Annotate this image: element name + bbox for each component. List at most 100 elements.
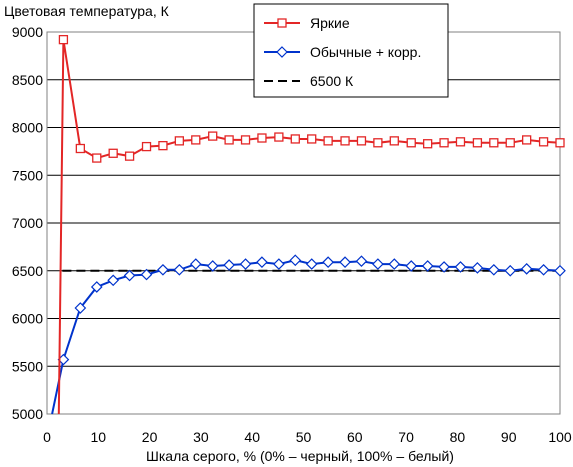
data-point-square bbox=[356, 136, 367, 146]
data-point-square bbox=[191, 135, 201, 145]
data-point-square bbox=[208, 131, 218, 141]
legend-item: 6500 К bbox=[264, 73, 354, 89]
data-point-diamond bbox=[554, 264, 566, 277]
data-point-diamond bbox=[90, 281, 103, 293]
x-tick-label: 40 bbox=[244, 429, 260, 445]
data-point-square bbox=[406, 138, 416, 148]
data-point-square bbox=[455, 137, 466, 147]
data-point-square bbox=[422, 139, 433, 149]
x-tick-label: 70 bbox=[398, 429, 414, 445]
x-tick-label: 80 bbox=[450, 429, 466, 445]
data-point-square bbox=[257, 133, 267, 143]
x-axis-label: Шкала серого, % (0% – черный, 100% – бел… bbox=[146, 448, 454, 464]
x-tick-label: 30 bbox=[193, 429, 209, 445]
x-tick-label: 10 bbox=[91, 429, 107, 445]
y-tick-label: 5000 bbox=[12, 406, 43, 422]
y-tick-label: 6000 bbox=[12, 311, 43, 327]
data-point-square bbox=[538, 137, 549, 147]
data-point-diamond bbox=[289, 254, 302, 267]
y-tick-label: 9000 bbox=[12, 24, 43, 40]
data-point-square bbox=[141, 141, 152, 152]
data-point-diamond bbox=[256, 256, 268, 269]
data-point-diamond bbox=[454, 261, 467, 273]
data-point-diamond bbox=[305, 258, 318, 270]
legend-item: Обычные + корр. bbox=[264, 44, 421, 60]
data-point-square bbox=[274, 132, 284, 142]
data-point-diamond bbox=[421, 260, 434, 272]
x-tick-label: 50 bbox=[296, 429, 312, 445]
horizontal-gridlines bbox=[47, 79, 560, 367]
data-point-diamond bbox=[107, 274, 120, 287]
data-point-diamond bbox=[223, 259, 235, 271]
data-point-square bbox=[389, 136, 399, 146]
y-tick-label: 8000 bbox=[12, 120, 43, 136]
data-point-diamond bbox=[372, 258, 384, 270]
x-tick-label: 100 bbox=[548, 429, 572, 445]
series-diamond bbox=[51, 254, 566, 415]
data-point-diamond bbox=[74, 302, 87, 314]
data-point-square bbox=[522, 135, 532, 145]
data-point-square bbox=[340, 136, 350, 146]
data-point-diamond bbox=[239, 258, 252, 270]
data-point-square bbox=[489, 138, 499, 148]
data-point-diamond bbox=[388, 258, 401, 270]
y-tick-label: 6500 bbox=[12, 263, 43, 279]
data-point-diamond bbox=[438, 261, 450, 273]
data-point-diamond bbox=[339, 256, 351, 269]
legend-item: Яркие bbox=[264, 15, 350, 31]
x-tick-label: 0 bbox=[43, 429, 51, 445]
y-tick-label: 5500 bbox=[12, 358, 43, 374]
x-tick-label: 60 bbox=[347, 429, 363, 445]
data-point-diamond bbox=[322, 256, 334, 269]
x-axis-tick-labels: 0 10 20 30 40 50 60 70 80 90 100 bbox=[43, 429, 572, 445]
data-point-square bbox=[555, 138, 565, 148]
data-point-square bbox=[505, 138, 515, 148]
y-tick-label: 8500 bbox=[12, 72, 43, 88]
legend-label: Обычные + корр. bbox=[310, 44, 421, 60]
data-point-diamond bbox=[206, 260, 219, 272]
y-tick-label: 7500 bbox=[12, 167, 43, 183]
data-point-square bbox=[277, 18, 287, 28]
data-point-square bbox=[439, 138, 449, 148]
data-point-diamond bbox=[405, 260, 418, 272]
data-point-square bbox=[92, 153, 102, 163]
data-point-diamond bbox=[173, 263, 186, 276]
data-point-diamond bbox=[355, 255, 368, 268]
data-point-diamond bbox=[276, 46, 288, 58]
series-layer bbox=[51, 34, 566, 415]
x-tick-label: 90 bbox=[501, 429, 517, 445]
data-point-diamond bbox=[520, 262, 533, 275]
data-point-square bbox=[224, 135, 234, 145]
data-point-square bbox=[373, 138, 383, 148]
data-point-diamond bbox=[123, 269, 136, 282]
data-point-square bbox=[323, 136, 333, 146]
data-point-square bbox=[174, 136, 185, 146]
data-point-square bbox=[108, 148, 118, 158]
legend-label: Яркие bbox=[310, 15, 350, 31]
data-point-diamond bbox=[471, 262, 484, 274]
data-point-diamond bbox=[504, 264, 517, 277]
data-point-square bbox=[240, 135, 251, 145]
data-point-square bbox=[290, 134, 300, 144]
data-point-diamond bbox=[273, 258, 285, 270]
data-point-square bbox=[472, 138, 483, 148]
data-point-square bbox=[158, 140, 168, 151]
series-line bbox=[51, 259, 561, 415]
y-tick-label: 7000 bbox=[12, 215, 43, 231]
legend: Яркие Обычные + корр. 6500 К bbox=[253, 3, 449, 98]
data-point-diamond bbox=[487, 263, 500, 276]
legend-label: 6500 К bbox=[310, 73, 354, 89]
data-point-square bbox=[75, 143, 85, 154]
data-point-square bbox=[124, 151, 135, 161]
chart-title: Цветовая температура, К bbox=[4, 3, 170, 19]
data-point-square bbox=[307, 134, 317, 144]
x-tick-label: 20 bbox=[142, 429, 158, 445]
data-point-diamond bbox=[140, 268, 153, 281]
data-point-diamond bbox=[157, 263, 169, 276]
data-point-diamond bbox=[537, 263, 550, 276]
series-square bbox=[57, 34, 565, 415]
data-point-square bbox=[58, 34, 69, 45]
y-axis-tick-labels: 5000 5500 6000 6500 7000 7500 8000 8500 9000 bbox=[12, 24, 43, 422]
data-point-diamond bbox=[189, 258, 202, 270]
